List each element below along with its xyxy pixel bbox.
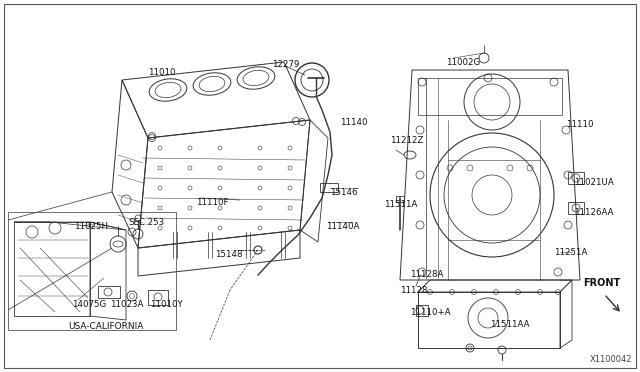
Text: 11110: 11110	[566, 120, 593, 129]
Text: 11251A: 11251A	[554, 248, 588, 257]
Text: 11110+A: 11110+A	[410, 308, 451, 317]
Text: 11140: 11140	[340, 118, 367, 127]
Text: 11511A: 11511A	[384, 200, 417, 209]
Text: USA-CALIFORNIA: USA-CALIFORNIA	[68, 322, 143, 331]
Text: 11140A: 11140A	[326, 222, 360, 231]
Text: 11002G: 11002G	[446, 58, 480, 67]
Text: 11010Y: 11010Y	[150, 300, 183, 309]
Text: 15148: 15148	[215, 250, 243, 259]
Text: 11126AA: 11126AA	[574, 208, 614, 217]
Text: 11010: 11010	[148, 68, 175, 77]
Text: X1100042: X1100042	[589, 355, 632, 364]
Text: 15146: 15146	[330, 188, 358, 197]
Text: 14075G: 14075G	[72, 300, 106, 309]
Text: 11212Z: 11212Z	[390, 136, 424, 145]
Text: 11110F: 11110F	[196, 198, 228, 207]
Text: 11025H: 11025H	[74, 222, 108, 231]
Text: SEC.253: SEC.253	[128, 218, 164, 227]
Text: 11021UA: 11021UA	[574, 178, 614, 187]
Text: FRONT: FRONT	[583, 278, 620, 288]
Text: 11511AA: 11511AA	[490, 320, 529, 329]
Text: 11128: 11128	[400, 286, 428, 295]
Text: 11023A: 11023A	[110, 300, 143, 309]
Text: 11128A: 11128A	[410, 270, 444, 279]
Bar	[8, 212, 176, 330]
Text: 12279: 12279	[272, 60, 300, 69]
